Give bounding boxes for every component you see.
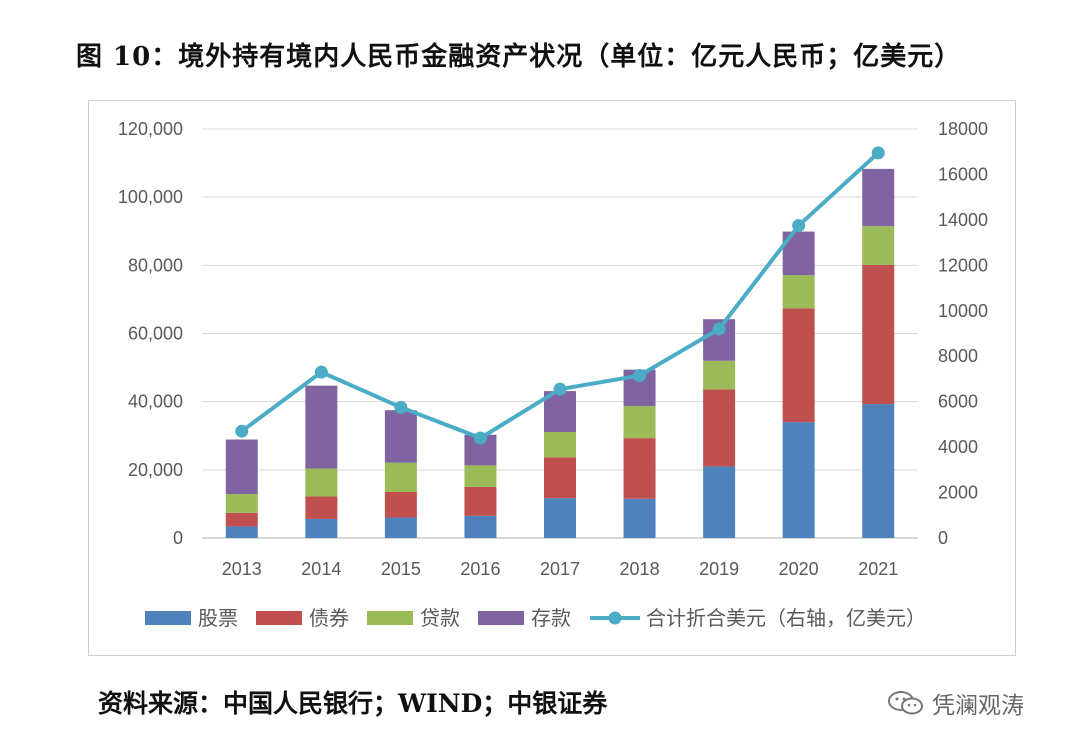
x-tick-label: 2015 (381, 559, 421, 579)
y-left-tick-label: 40,000 (128, 392, 183, 412)
bar-segment (305, 496, 338, 519)
legend-label: 贷款 (420, 606, 460, 630)
line-point (633, 369, 647, 383)
line-point (712, 322, 726, 336)
y-right-tick-label: 14000 (938, 210, 988, 230)
chart-title: 图 10：境外持有境内人民币金融资产状况（单位：亿元人民币；亿美元） (76, 42, 962, 72)
bar-segment (384, 491, 417, 518)
watermark-text: 凭澜观涛 (932, 693, 1024, 719)
y-right-tick-label: 10000 (938, 301, 988, 321)
bar-segment (384, 517, 417, 538)
bar-segment (862, 168, 895, 227)
x-tick-label: 2017 (540, 559, 580, 579)
legend-swatch (256, 611, 302, 625)
bar-segment (782, 275, 815, 309)
bar-segment (782, 422, 815, 538)
bar-segment (225, 439, 258, 495)
line-point (394, 400, 408, 414)
bar-segment (544, 457, 576, 499)
line-point (235, 424, 249, 438)
x-tick-label: 2018 (620, 559, 660, 579)
chart-frame (88, 100, 1016, 656)
bar-segment (384, 410, 417, 463)
y-left-tick-label: 120,000 (118, 119, 183, 139)
line-point (473, 431, 487, 445)
legend-label: 债券 (309, 606, 349, 630)
bar-segment (225, 494, 258, 513)
bar-segment (623, 498, 656, 538)
bar-segment (862, 404, 895, 538)
legend-swatch (145, 611, 191, 625)
bar-segment (464, 465, 497, 487)
bar-segment (703, 360, 736, 390)
x-tick-label: 2019 (699, 559, 739, 579)
bar-segment (544, 432, 576, 458)
bar-segment (703, 466, 736, 538)
bar-segment (305, 518, 338, 538)
watermark: 凭澜观涛 (886, 686, 1024, 720)
y-right-tick-label: 16000 (938, 164, 988, 184)
line-point (871, 146, 885, 160)
y-left-tick-label: 0 (173, 528, 183, 548)
legend-label: 股票 (198, 606, 238, 630)
bar-segment (623, 406, 656, 439)
line-point (792, 219, 806, 233)
bar-segment (305, 385, 338, 469)
y-right-tick-label: 0 (938, 528, 948, 548)
y-right-tick-label: 8000 (938, 346, 978, 366)
y-right-tick-label: 4000 (938, 437, 978, 457)
bar-segment (305, 468, 338, 497)
bar-segment (384, 462, 417, 492)
legend-swatch-marker (608, 611, 622, 625)
wechat-icon (888, 691, 923, 715)
y-right-tick-label: 12000 (938, 255, 988, 275)
y-right-tick-label: 18000 (938, 119, 988, 139)
bar-segment (544, 498, 576, 538)
y-left-tick-label: 20,000 (128, 460, 183, 480)
y-left-tick-label: 80,000 (128, 255, 183, 275)
y-right-tick-label: 2000 (938, 483, 978, 503)
line-point (553, 382, 567, 396)
bar-segment (862, 264, 895, 405)
y-left-tick-label: 100,000 (118, 187, 183, 207)
bar-segment (623, 438, 656, 499)
x-tick-label: 2021 (858, 559, 898, 579)
line-point (314, 365, 328, 379)
x-tick-label: 2020 (779, 559, 819, 579)
legend-swatch (478, 611, 524, 625)
source-note: 资料来源：中国人民银行；WIND；中银证券 (98, 689, 608, 718)
bar-segment (862, 226, 895, 265)
y-left-tick-label: 60,000 (128, 324, 183, 344)
bar-segment (225, 512, 258, 527)
y-right-tick-label: 6000 (938, 392, 978, 412)
bar-segment (225, 526, 258, 538)
x-tick-label: 2016 (460, 559, 500, 579)
x-tick-label: 2014 (301, 559, 341, 579)
legend-swatch (367, 611, 413, 625)
x-tick-label: 2013 (222, 559, 262, 579)
bar-segment (464, 486, 497, 516)
legend-label: 存款 (531, 606, 571, 630)
bar-segment (703, 389, 736, 467)
bar-segment (782, 308, 815, 423)
bar-segment (464, 515, 497, 538)
legend-label: 合计折合美元（右轴，亿美元） (646, 606, 926, 630)
